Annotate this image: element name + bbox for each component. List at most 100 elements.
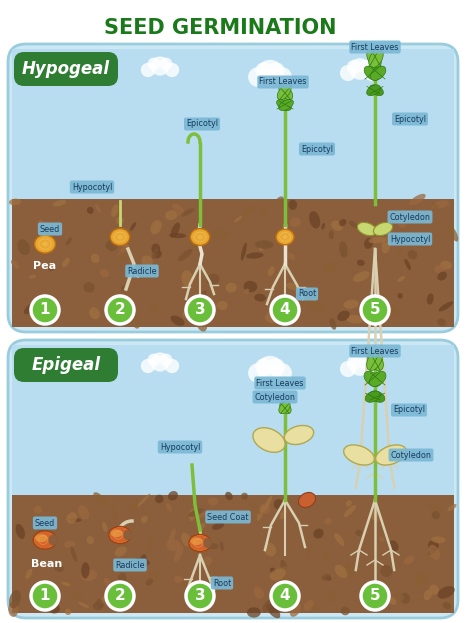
Ellipse shape bbox=[53, 199, 66, 206]
Text: Seed Coat: Seed Coat bbox=[207, 513, 249, 521]
Ellipse shape bbox=[277, 100, 291, 111]
Ellipse shape bbox=[328, 231, 334, 239]
Ellipse shape bbox=[324, 518, 332, 525]
Ellipse shape bbox=[369, 237, 386, 244]
Ellipse shape bbox=[241, 493, 248, 500]
Bar bbox=[12, 49, 454, 199]
Circle shape bbox=[361, 582, 389, 610]
Ellipse shape bbox=[400, 592, 410, 604]
Ellipse shape bbox=[241, 206, 256, 215]
Circle shape bbox=[106, 296, 134, 324]
Ellipse shape bbox=[190, 231, 201, 237]
Ellipse shape bbox=[11, 260, 19, 269]
Ellipse shape bbox=[268, 267, 275, 276]
Ellipse shape bbox=[81, 570, 97, 581]
Ellipse shape bbox=[428, 540, 439, 551]
Ellipse shape bbox=[334, 533, 345, 546]
Ellipse shape bbox=[141, 516, 148, 523]
Text: Epicotyl: Epicotyl bbox=[393, 406, 425, 414]
Ellipse shape bbox=[366, 85, 380, 96]
Ellipse shape bbox=[290, 217, 301, 227]
Ellipse shape bbox=[71, 590, 83, 599]
Ellipse shape bbox=[303, 498, 309, 505]
Ellipse shape bbox=[150, 303, 159, 312]
Ellipse shape bbox=[66, 237, 72, 245]
Ellipse shape bbox=[276, 196, 284, 204]
Ellipse shape bbox=[299, 492, 316, 508]
Ellipse shape bbox=[149, 571, 161, 579]
Ellipse shape bbox=[290, 604, 301, 617]
Ellipse shape bbox=[29, 275, 36, 278]
Ellipse shape bbox=[199, 586, 205, 591]
Circle shape bbox=[255, 62, 273, 80]
Ellipse shape bbox=[208, 497, 219, 505]
Text: 1: 1 bbox=[40, 589, 50, 604]
Ellipse shape bbox=[78, 602, 89, 608]
Ellipse shape bbox=[24, 303, 36, 314]
Circle shape bbox=[340, 65, 356, 81]
Ellipse shape bbox=[448, 225, 458, 242]
Ellipse shape bbox=[432, 202, 439, 211]
Ellipse shape bbox=[404, 556, 414, 564]
Ellipse shape bbox=[331, 221, 343, 231]
Circle shape bbox=[271, 296, 299, 324]
Ellipse shape bbox=[280, 509, 287, 520]
Ellipse shape bbox=[284, 426, 314, 445]
Ellipse shape bbox=[146, 579, 153, 586]
Ellipse shape bbox=[286, 282, 299, 290]
Ellipse shape bbox=[31, 305, 45, 315]
Ellipse shape bbox=[275, 575, 292, 582]
Ellipse shape bbox=[266, 604, 280, 618]
Ellipse shape bbox=[283, 235, 287, 239]
Ellipse shape bbox=[8, 601, 18, 617]
Ellipse shape bbox=[346, 562, 354, 578]
Ellipse shape bbox=[87, 207, 93, 214]
Ellipse shape bbox=[197, 235, 202, 239]
Ellipse shape bbox=[428, 545, 440, 560]
Ellipse shape bbox=[181, 533, 191, 546]
Ellipse shape bbox=[254, 587, 264, 599]
Ellipse shape bbox=[166, 540, 181, 551]
Ellipse shape bbox=[34, 311, 41, 321]
Ellipse shape bbox=[321, 223, 325, 230]
Ellipse shape bbox=[116, 528, 125, 536]
Ellipse shape bbox=[207, 543, 219, 549]
Ellipse shape bbox=[389, 597, 396, 605]
Ellipse shape bbox=[196, 510, 205, 518]
Circle shape bbox=[267, 358, 285, 376]
Ellipse shape bbox=[190, 229, 210, 245]
Ellipse shape bbox=[131, 314, 140, 329]
Ellipse shape bbox=[244, 288, 249, 294]
Text: Seed: Seed bbox=[35, 518, 55, 528]
Ellipse shape bbox=[246, 252, 264, 259]
Circle shape bbox=[272, 67, 292, 87]
Ellipse shape bbox=[329, 318, 337, 330]
Ellipse shape bbox=[438, 586, 455, 599]
Ellipse shape bbox=[382, 295, 386, 300]
Ellipse shape bbox=[18, 239, 30, 255]
Ellipse shape bbox=[356, 530, 362, 536]
Ellipse shape bbox=[203, 538, 212, 548]
Circle shape bbox=[106, 582, 134, 610]
Ellipse shape bbox=[389, 307, 399, 316]
Ellipse shape bbox=[284, 239, 291, 244]
Ellipse shape bbox=[129, 501, 138, 513]
Ellipse shape bbox=[309, 299, 323, 313]
Ellipse shape bbox=[110, 527, 130, 543]
Circle shape bbox=[248, 67, 268, 87]
Circle shape bbox=[257, 356, 283, 382]
Ellipse shape bbox=[324, 262, 335, 273]
Ellipse shape bbox=[111, 204, 118, 217]
FancyBboxPatch shape bbox=[8, 340, 458, 618]
Circle shape bbox=[257, 60, 283, 86]
Ellipse shape bbox=[211, 230, 228, 240]
Circle shape bbox=[66, 61, 82, 77]
Ellipse shape bbox=[62, 257, 70, 267]
Ellipse shape bbox=[16, 524, 25, 539]
Ellipse shape bbox=[124, 254, 129, 260]
Ellipse shape bbox=[83, 282, 95, 293]
Text: Epicotyl: Epicotyl bbox=[186, 120, 218, 128]
Ellipse shape bbox=[266, 312, 272, 322]
Ellipse shape bbox=[342, 249, 350, 257]
Text: Seed: Seed bbox=[40, 224, 60, 234]
